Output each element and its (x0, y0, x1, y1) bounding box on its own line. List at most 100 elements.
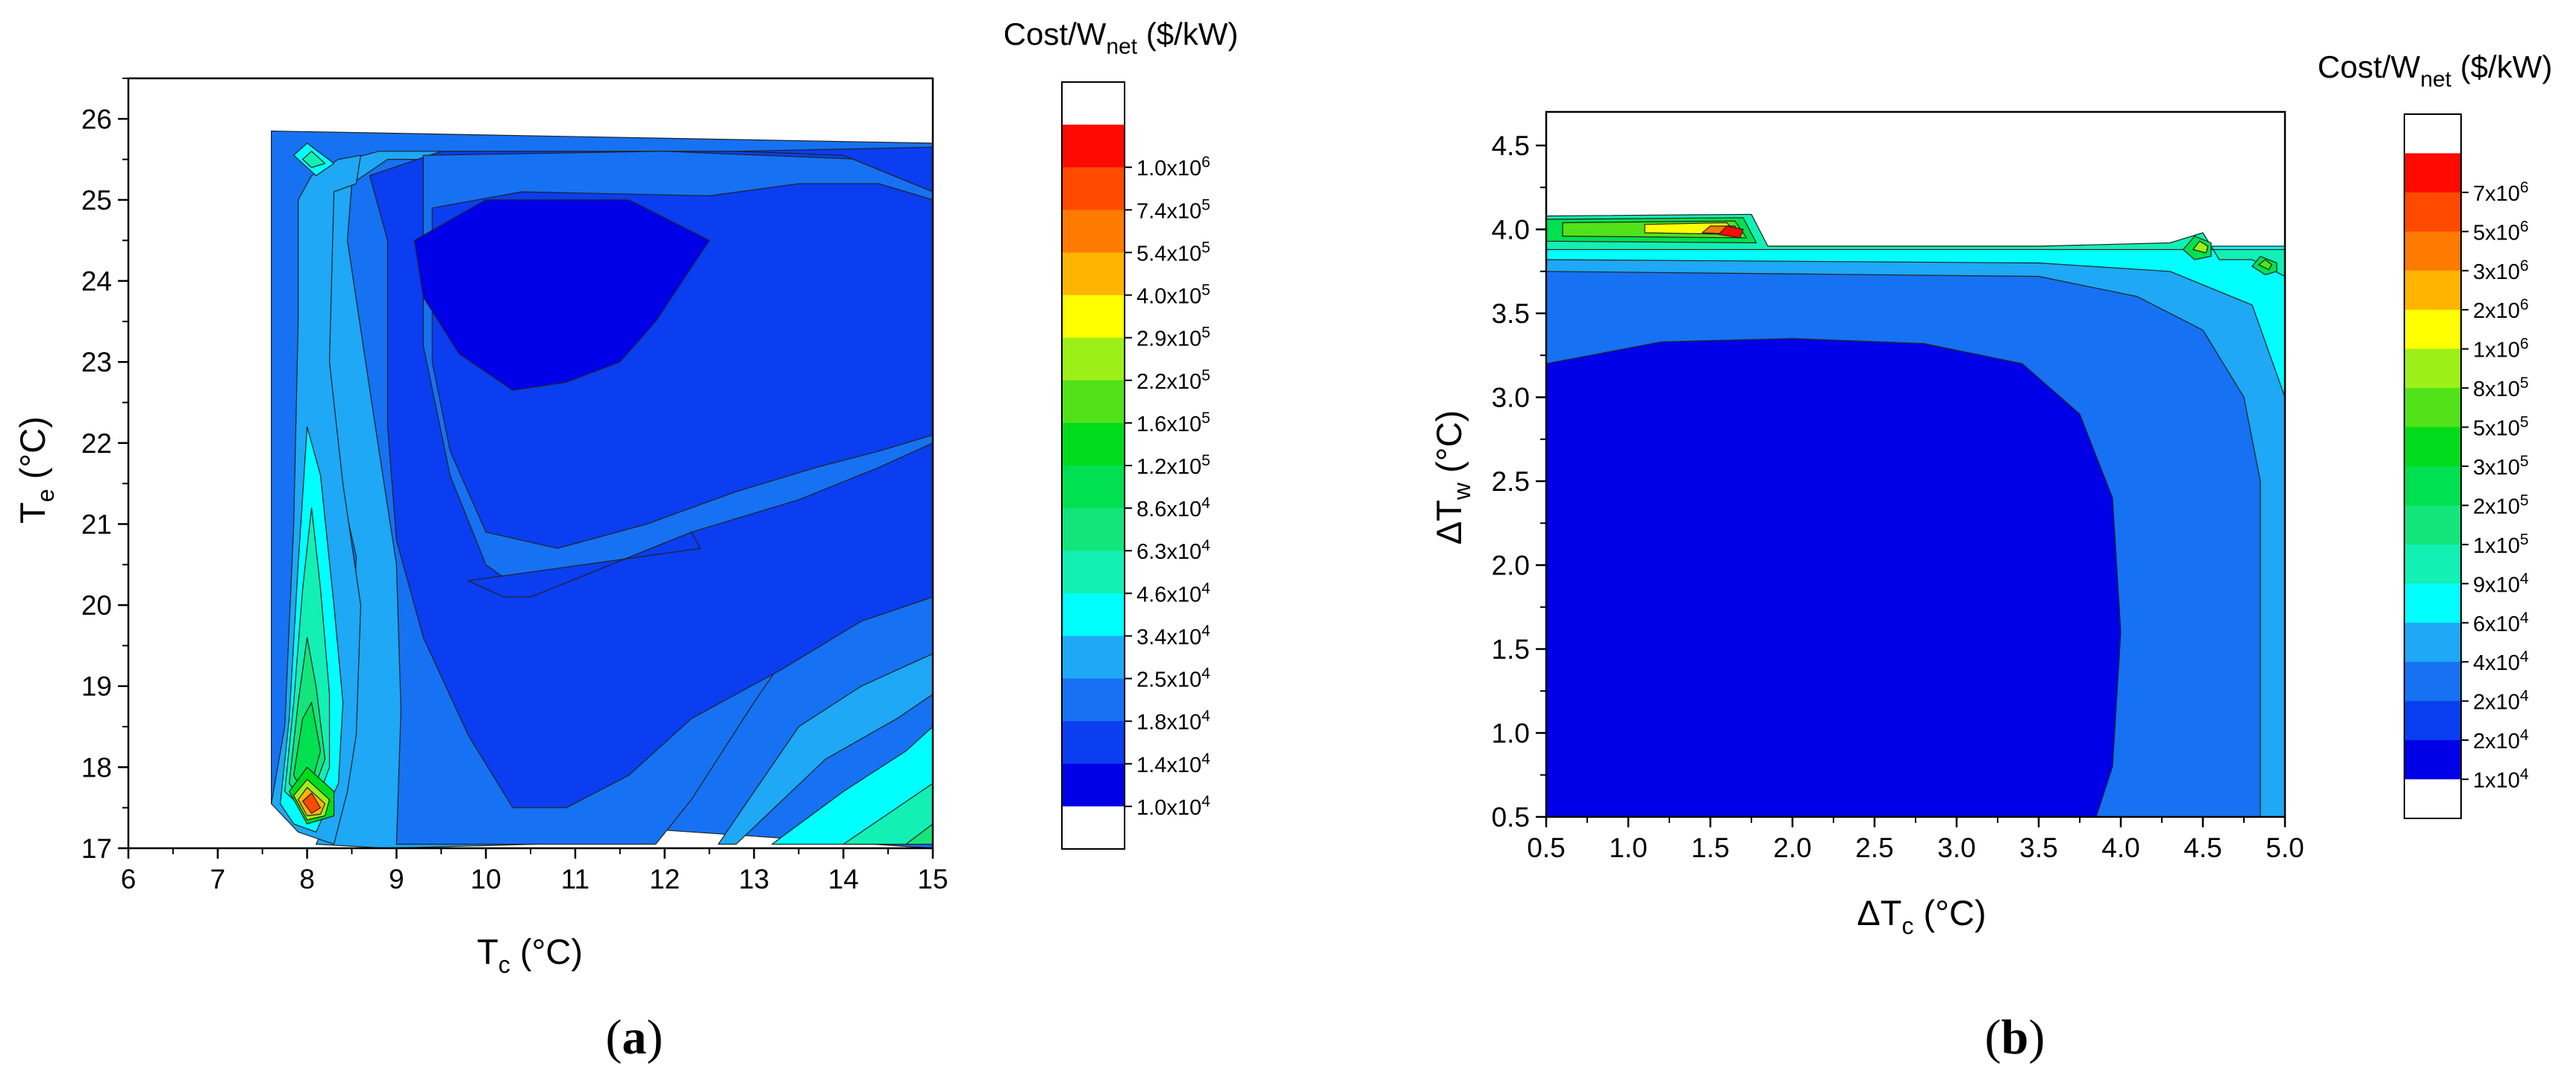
x-tick-label-b-5: 3.0 (1937, 833, 1975, 863)
colorbar-swatch-a-1 (1062, 125, 1125, 168)
y-tick-label-a-1: 18 (81, 752, 112, 783)
ticks-a: 6 7 8 9 10 11 12 13 14 15 17 18 19 20 21 22 23 24 25 26 (81, 78, 948, 894)
contour-region-b-9 (1718, 225, 1744, 239)
y-tick-label-a-2: 19 (81, 671, 112, 702)
ticks-b: 0.5 1.0 1.5 2.0 2.5 3.0 3.5 4.0 4.5 5.0 0.5 1.0 1.5 2… (1492, 131, 2304, 863)
colorbar-label-b-5: 9x104 (2473, 570, 2529, 597)
panel-a: 6 7 8 9 10 11 12 13 14 15 17 18 19 20 21 22 23 24 25 26 1.0… (13, 16, 1238, 1065)
x-tick-label-a-3: 9 (389, 864, 404, 894)
y-tick-label-a-6: 23 (81, 347, 112, 377)
colorbar-swatch-b-1 (2404, 153, 2461, 193)
y-tick-label-a-9: 26 (81, 104, 112, 134)
colorbar-a: 1.0x104 1.4x104 1.8x104 2.5x104 3.4x104 4.6x1… (1061, 81, 1210, 850)
colorbar-label-a-10: 2.2x105 (1137, 367, 1210, 394)
y-tick-label-b-6: 3.5 (1492, 298, 1530, 329)
y-tick-label-b-5: 3.0 (1492, 383, 1530, 413)
contour-region-a-8 (413, 199, 710, 391)
colorbar-swatch-b-5 (2404, 310, 2461, 350)
colorbar-label-b-12: 2x106 (2473, 296, 2529, 323)
colorbar-label-a-12: 4.0x105 (1137, 282, 1210, 309)
contour-region-b-11 (2192, 240, 2209, 254)
y-tick-label-a-4: 21 (81, 509, 112, 539)
colorbar-swatch-b-12 (2404, 583, 2461, 624)
contour-region-a-21 (302, 792, 322, 814)
x-tick-label-b-1: 1.0 (1609, 833, 1647, 863)
colorbar-label-a-6: 6.3x104 (1137, 537, 1210, 564)
contour-layer-b (1546, 112, 2285, 817)
x-tick-label-b-8: 4.5 (2183, 833, 2222, 863)
x-tick-label-a-1: 7 (210, 864, 225, 894)
contour-layer-a (128, 78, 933, 848)
colorbar-label-b-4: 6x104 (2473, 609, 2529, 636)
colorbar-label-b-9: 5x105 (2473, 414, 2529, 441)
x-tick-label-a-8: 14 (828, 864, 859, 894)
contour-region-a-5 (735, 146, 933, 192)
x-tick-label-a-4: 10 (471, 864, 501, 894)
y-tick-label-b-1: 1.0 (1492, 718, 1530, 749)
colorbar-label-a-4: 3.4x104 (1137, 622, 1210, 649)
y-tick-label-b-3: 2.0 (1492, 551, 1530, 581)
colorbar-swatch-b-13 (2404, 622, 2461, 662)
colorbar-label-a-0: 1.0x104 (1137, 793, 1210, 820)
colorbar-label-a-1: 1.4x104 (1137, 750, 1210, 777)
contour-region-a-6 (467, 531, 701, 598)
colorbar-label-a-11: 2.9x105 (1137, 325, 1210, 351)
colorbar-swatch-b-2 (2404, 192, 2461, 232)
y-axis-title-b: ΔTw (°C) (1429, 410, 1475, 545)
y-axis-title-a: Te (°C) (13, 416, 59, 524)
x-tick-label-b-3: 2.0 (1773, 833, 1811, 863)
colorbar-swatch-a-8 (1062, 422, 1125, 466)
x-tick-label-b-9: 5.0 (2266, 833, 2304, 863)
colorbar-label-a-2: 1.8x104 (1137, 708, 1210, 735)
colorbar-swatch-b-6 (2404, 348, 2461, 389)
panel-label-b: (b) (1985, 1010, 2045, 1065)
colorbar-swatch-a-9 (1062, 466, 1125, 509)
x-tick-label-b-2: 1.5 (1691, 833, 1729, 863)
colorbar-label-a-8: 1.2x105 (1137, 452, 1210, 479)
contour-region-a-23 (302, 151, 326, 169)
colorbar-title-b: Cost/Wnet ($/kW) (2318, 49, 2553, 92)
colorbar-label-b-2: 2x104 (2473, 688, 2529, 715)
colorbar-swatch-b-14 (2404, 662, 2461, 702)
x-tick-label-a-7: 13 (739, 864, 769, 894)
contour-region-a-11 (842, 783, 933, 845)
x-tick-label-a-0: 6 (121, 864, 137, 894)
y-tick-label-a-7: 24 (81, 266, 112, 297)
colorbar-swatch-b-9 (2404, 466, 2461, 506)
x-tick-label-a-2: 8 (299, 864, 315, 894)
plot-area-b (1545, 110, 2286, 818)
x-axis-title-b: ΔTc (°C) (1857, 893, 1986, 939)
y-tick-label-b-4: 2.5 (1492, 466, 1530, 497)
colorbar-swatch-a-5 (1062, 295, 1125, 339)
contour-region-a-9 (717, 653, 933, 845)
colorbar-swatch-a-10 (1062, 508, 1125, 551)
y-tick-label-a-5: 22 (81, 428, 112, 459)
colorbar-swatch-b-11 (2404, 544, 2461, 584)
colorbar-label-b-1: 2x104 (2473, 727, 2529, 753)
colorbar-label-b-3: 4x104 (2473, 648, 2529, 675)
colorbar-label-b-14: 5x106 (2473, 218, 2529, 245)
colorbar-label-a-3: 2.5x104 (1137, 665, 1210, 692)
x-tick-label-b-4: 2.5 (1855, 833, 1893, 863)
colorbar-swatch-b-15 (2404, 701, 2461, 741)
y-tick-label-b-0: 0.5 (1492, 802, 1530, 833)
colorbar-label-b-8: 3x105 (2473, 453, 2529, 480)
colorbar-swatch-a-15 (1062, 721, 1125, 765)
x-tick-label-a-9: 15 (917, 864, 948, 894)
colorbar-label-a-7: 8.6x104 (1137, 495, 1210, 521)
colorbar-swatch-b-0 (2404, 114, 2461, 154)
colorbar-b: 1x104 2x104 2x104 4x104 6x104 9x104 1x105 2x105… (2404, 113, 2529, 819)
colorbar-swatch-b-7 (2404, 388, 2461, 428)
colorbar-swatch-a-16 (1062, 763, 1125, 807)
y-tick-label-a-3: 20 (81, 590, 112, 621)
contour-region-b-3 (1546, 338, 2122, 817)
colorbar-swatch-a-12 (1062, 593, 1125, 636)
contour-region-b-13 (2258, 259, 2272, 271)
colorbar-swatch-a-13 (1062, 636, 1125, 680)
x-tick-label-b-7: 4.0 (2101, 833, 2139, 863)
colorbar-label-a-5: 4.6x104 (1137, 580, 1210, 607)
colorbar-label-a-15: 1.0x106 (1137, 154, 1210, 181)
y-tick-label-a-8: 25 (81, 185, 112, 216)
colorbar-label-b-0: 1x104 (2473, 766, 2529, 793)
